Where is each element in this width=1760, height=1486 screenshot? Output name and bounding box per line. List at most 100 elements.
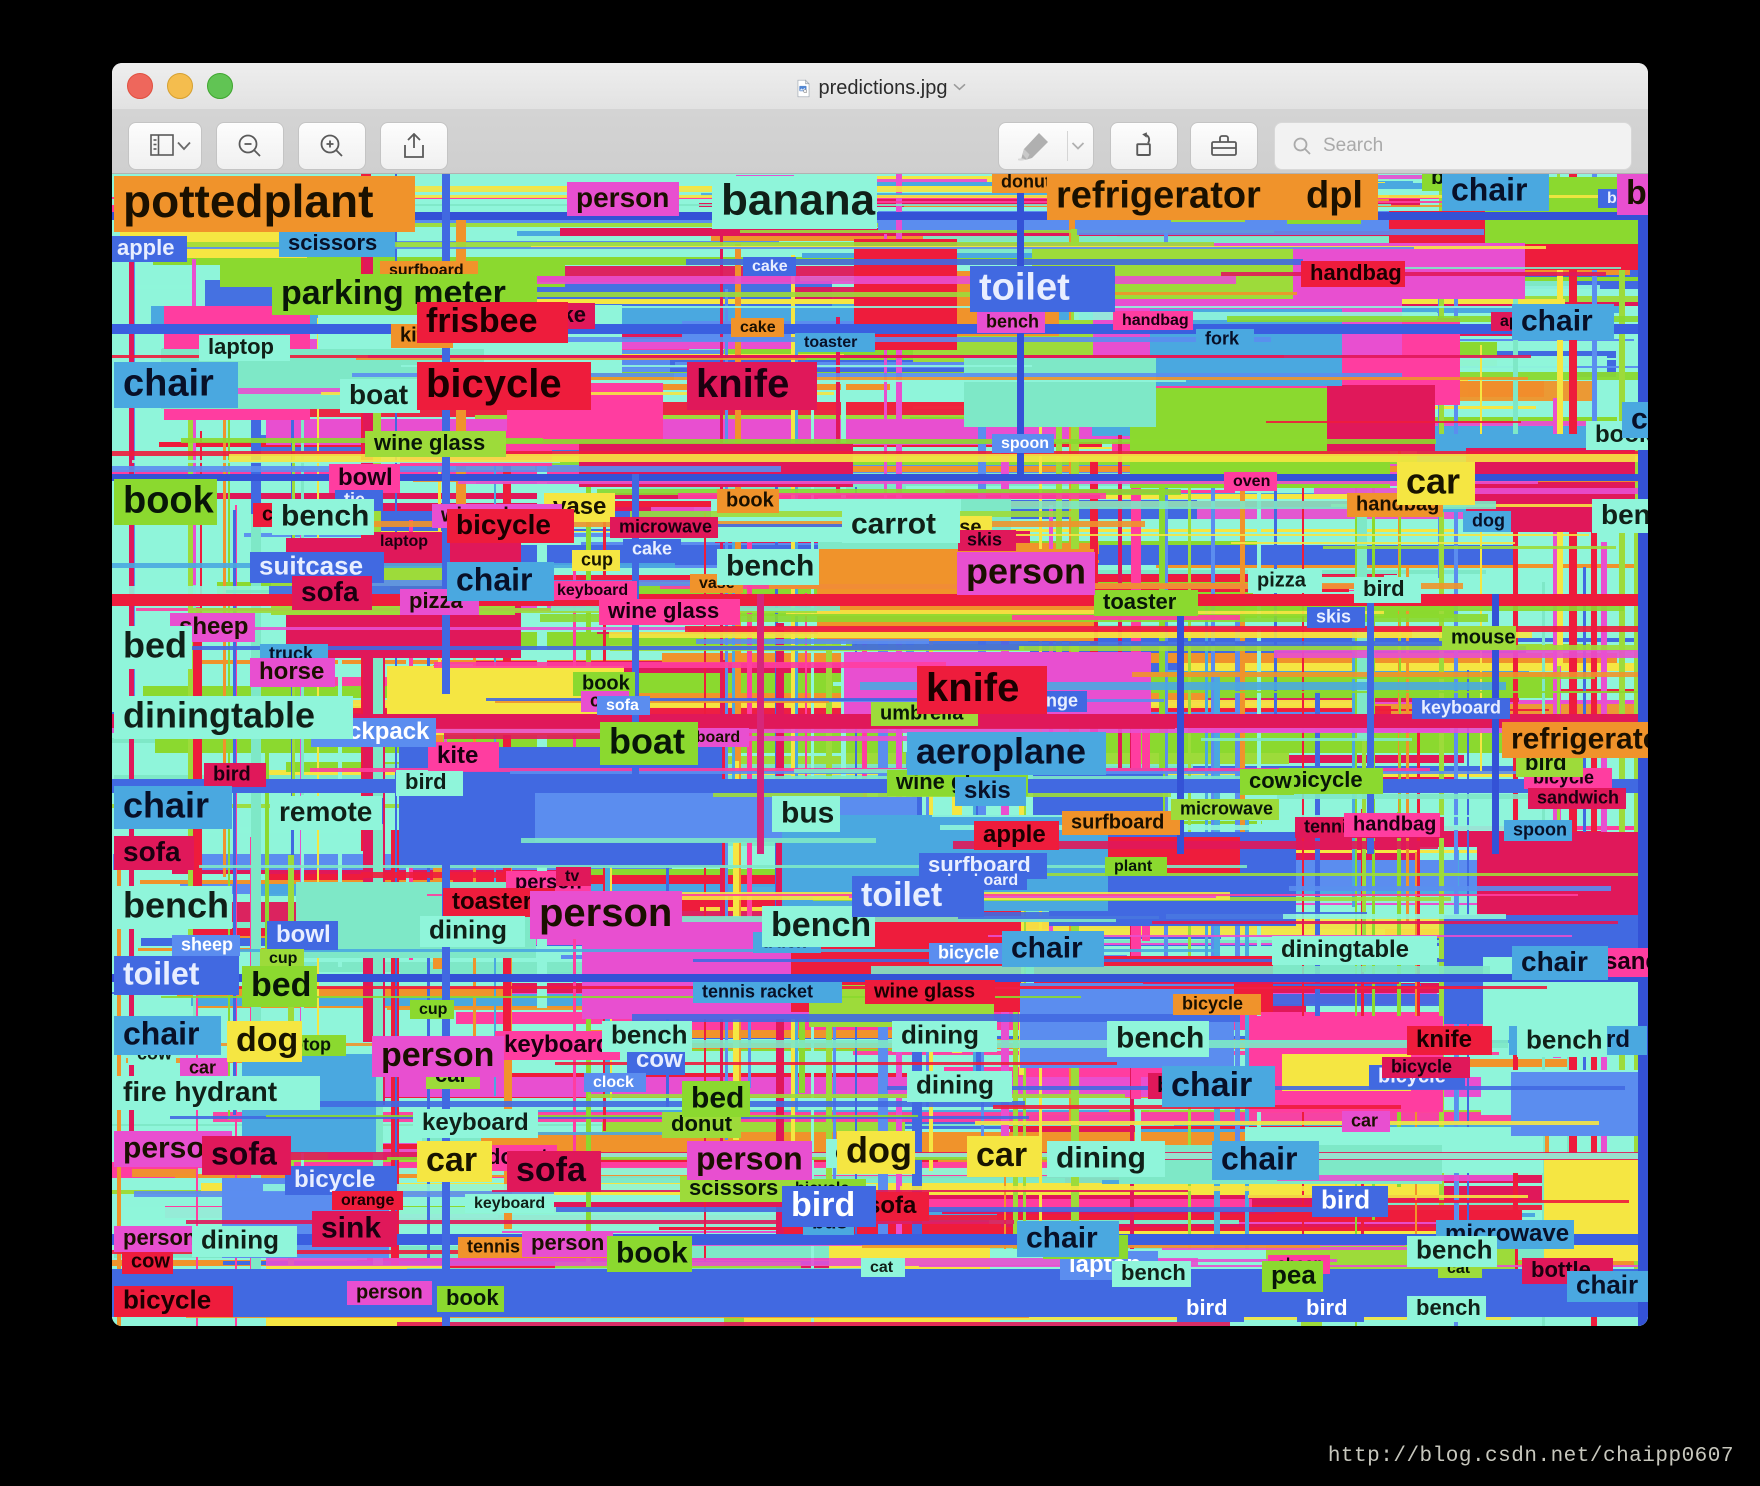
svg-text:chair: chair — [1026, 1221, 1098, 1254]
svg-text:chair: chair — [1521, 946, 1588, 977]
svg-text:toilet: toilet — [979, 267, 1070, 309]
svg-text:boat: boat — [349, 379, 408, 410]
svg-text:bed: bed — [691, 1081, 744, 1114]
svg-text:bird: bird — [791, 1186, 855, 1224]
svg-text:fork: fork — [1205, 328, 1240, 348]
svg-text:sofa: sofa — [211, 1136, 277, 1172]
svg-text:spoon: spoon — [1001, 435, 1049, 452]
svg-text:toaster: toaster — [804, 334, 857, 351]
svg-text:bird: bird — [405, 769, 447, 794]
svg-text:car: car — [1406, 460, 1460, 501]
svg-text:refrigerator: refrigerator — [1056, 175, 1261, 217]
svg-text:tv: tv — [565, 868, 579, 885]
svg-text:wine glass: wine glass — [873, 981, 975, 1003]
svg-text:keyboard: keyboard — [504, 1031, 611, 1058]
svg-text:bird: bird — [213, 764, 251, 786]
svg-text:cow: cow — [1249, 768, 1293, 793]
svg-text:person: person — [576, 182, 669, 213]
svg-text:chair: chair — [1221, 1141, 1297, 1177]
svg-text:bicycle: bicycle — [123, 1285, 211, 1315]
svg-text:cat: cat — [870, 1259, 894, 1276]
svg-text:bench: bench — [281, 499, 369, 532]
svg-text:knife: knife — [696, 362, 789, 406]
svg-text:sofa: sofa — [606, 697, 639, 714]
svg-text:bed: bed — [251, 966, 311, 1004]
svg-text:car: car — [426, 1141, 477, 1179]
svg-text:bicycle: bicycle — [1182, 993, 1243, 1013]
svg-text:bench: bench — [1526, 1025, 1603, 1055]
svg-text:keyboard: keyboard — [474, 1195, 545, 1212]
svg-text:keyboard: keyboard — [422, 1109, 529, 1136]
svg-text:boat: boat — [609, 720, 685, 761]
svg-text:bench: bench — [123, 884, 229, 925]
svg-text:person: person — [356, 1282, 423, 1304]
svg-text:person: person — [123, 1225, 196, 1250]
svg-text:bowl: bowl — [338, 464, 393, 491]
svg-text:bed: bed — [123, 624, 187, 665]
svg-text:bus: bus — [781, 796, 834, 829]
svg-text:carrot: carrot — [851, 507, 936, 540]
svg-text:frisbee: frisbee — [426, 302, 538, 340]
svg-text:orange: orange — [341, 1192, 394, 1209]
svg-text:horse: horse — [259, 658, 324, 685]
svg-text:keyboard: keyboard — [557, 582, 628, 599]
svg-text:chair: chair — [1171, 1066, 1252, 1104]
svg-text:donut: donut — [1001, 174, 1051, 191]
svg-text:oven: oven — [1233, 473, 1270, 490]
svg-text:sink: sink — [321, 1211, 381, 1244]
svg-text:microwave: microwave — [1180, 798, 1273, 818]
svg-text:bus: bus — [1626, 174, 1648, 212]
svg-text:toilet: toilet — [123, 956, 200, 992]
svg-text:clock: clock — [593, 1074, 634, 1091]
svg-text:car: car — [976, 1136, 1027, 1174]
svg-text:pea: pea — [1271, 1260, 1316, 1290]
svg-text:sheep: sheep — [181, 934, 233, 954]
svg-text:bird: bird — [1186, 1295, 1228, 1320]
svg-text:bird: bird — [1321, 1185, 1370, 1215]
svg-text:fire hydrant: fire hydrant — [123, 1076, 277, 1107]
svg-text:dpl: dpl — [1306, 175, 1363, 217]
svg-text:wine glass: wine glass — [373, 430, 485, 455]
svg-text:dining: dining — [901, 1020, 979, 1050]
svg-text:person: person — [381, 1036, 494, 1074]
svg-text:dining: dining — [1056, 1141, 1146, 1174]
svg-text:cup: cup — [581, 549, 613, 569]
svg-text:chair: chair — [123, 784, 209, 825]
svg-text:handbag: handbag — [1353, 814, 1436, 836]
svg-text:toilet: toilet — [861, 876, 942, 914]
svg-text:scissors: scissors — [288, 230, 377, 255]
svg-text:cup: cup — [269, 950, 298, 967]
svg-text:refrigerator: refrigerator — [1511, 722, 1648, 755]
svg-text:apple: apple — [983, 821, 1046, 848]
svg-text:aeroplane: aeroplane — [916, 730, 1086, 771]
svg-text:skis: skis — [964, 777, 1011, 804]
svg-text:dog: dog — [1472, 510, 1505, 530]
svg-text:bicycle: bicycle — [426, 362, 562, 406]
svg-text:bench: bench — [986, 311, 1039, 331]
svg-text:bench: bench — [726, 549, 814, 582]
svg-text:car: car — [1351, 1110, 1378, 1130]
svg-text:dog: dog — [236, 1021, 298, 1059]
svg-text:sofa: sofa — [516, 1151, 587, 1189]
svg-text:sandwich: sandwich — [1604, 948, 1648, 975]
svg-text:person: person — [966, 550, 1086, 591]
svg-text:bench: bench — [1116, 1021, 1204, 1054]
svg-text:bench: bench — [1416, 1295, 1481, 1320]
svg-text:laptop: laptop — [208, 334, 274, 359]
svg-text:bicycle: bicycle — [1288, 767, 1363, 792]
svg-text:skis: skis — [967, 529, 1002, 549]
svg-text:dining: dining — [429, 915, 507, 945]
svg-text:skis: skis — [1316, 606, 1351, 626]
svg-text:sofa: sofa — [301, 576, 359, 607]
svg-text:chair: chair — [456, 562, 532, 598]
svg-text:pizza: pizza — [1257, 570, 1307, 592]
svg-text:cake: cake — [740, 319, 776, 336]
svg-text:bicycle: bicycle — [938, 942, 999, 962]
svg-text:chair: chair — [1521, 304, 1593, 337]
svg-text:knife: knife — [1416, 1026, 1472, 1053]
svg-text:toaster: toaster — [452, 888, 532, 915]
svg-text:bicycle: bicycle — [294, 1166, 375, 1193]
svg-text:diningtable: diningtable — [123, 694, 315, 735]
svg-text:keyboard: keyboard — [1421, 697, 1501, 717]
svg-text:bicycle: bicycle — [1391, 1056, 1452, 1076]
